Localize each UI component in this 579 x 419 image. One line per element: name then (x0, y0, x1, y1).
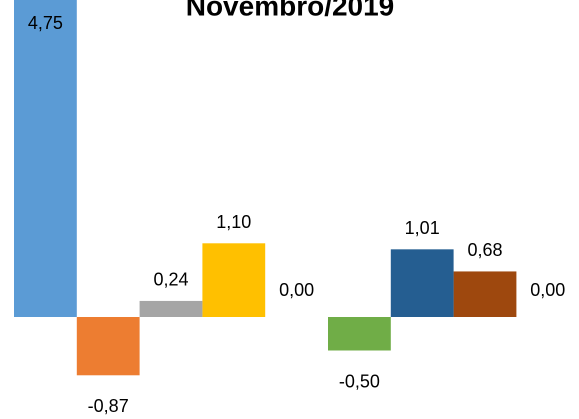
value-label: 1,10 (216, 212, 251, 232)
chart-title: Novembro/2019 (186, 0, 395, 21)
bar (14, 0, 77, 317)
value-label: -0,50 (339, 371, 380, 391)
bar (453, 271, 517, 317)
bar (202, 243, 266, 317)
value-label: 1,01 (405, 218, 440, 238)
value-label: 0,68 (467, 240, 502, 260)
bar (139, 300, 203, 317)
value-label: 0,00 (279, 280, 314, 300)
value-label: 0,00 (530, 280, 565, 300)
value-label: 4,75 (28, 13, 63, 33)
bar (390, 249, 454, 317)
bar (328, 317, 391, 351)
bar (76, 317, 140, 376)
value-label: -0,87 (88, 396, 129, 416)
value-label: 0,24 (153, 270, 188, 290)
